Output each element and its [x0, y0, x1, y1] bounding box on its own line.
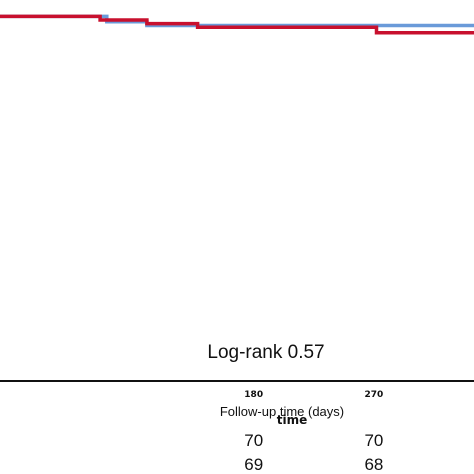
risk-table-cell: 70 [244, 431, 263, 450]
survival-curves [0, 14, 474, 35]
x-axis-label: Follow-up time (days) [220, 404, 344, 419]
x-ticks: 180 270 [244, 390, 383, 400]
risk-table-cell: 68 [364, 455, 383, 474]
risk-table-cell: 70 [364, 431, 383, 450]
risk-table-cell: 69 [244, 455, 263, 474]
x-tick-label: 270 [365, 390, 384, 400]
survival-curve-2 [0, 14, 474, 35]
risk-table: 70 70 69 68 [244, 431, 383, 474]
x-axis-label-overlay: time [277, 413, 308, 427]
logrank-annotation: Log-rank 0.57 [207, 342, 324, 363]
x-tick-label: 180 [244, 390, 263, 400]
